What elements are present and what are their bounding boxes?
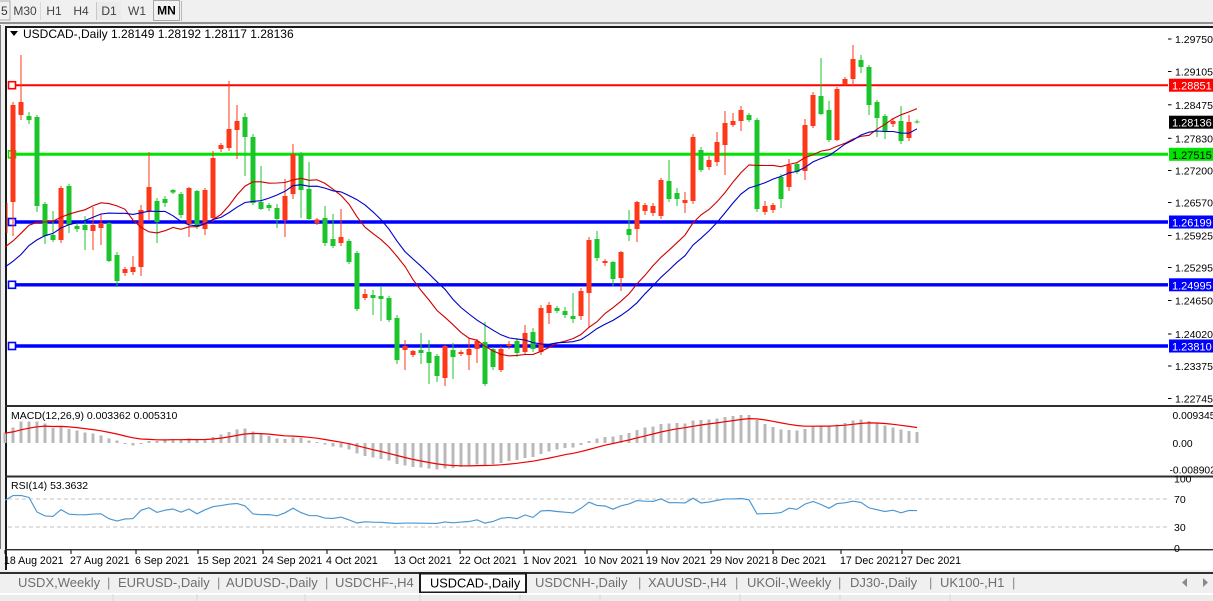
svg-text:8 Dec 2021: 8 Dec 2021 [772, 555, 826, 567]
svg-text:MN: MN [157, 4, 176, 18]
svg-text:-0.008902: -0.008902 [1170, 466, 1213, 477]
svg-text:27 Aug 2021: 27 Aug 2021 [70, 555, 130, 567]
svg-text:H1: H1 [46, 4, 62, 18]
svg-text:1.26199: 1.26199 [1172, 218, 1212, 230]
svg-text:1.23375: 1.23375 [1175, 361, 1213, 373]
svg-text:1.24650: 1.24650 [1175, 296, 1213, 308]
svg-text:29 Nov 2021: 29 Nov 2021 [710, 555, 770, 567]
svg-text:UK100-,H1: UK100-,H1 [940, 575, 1004, 590]
svg-text:0: 0 [1174, 543, 1180, 555]
svg-text:13 Oct 2021: 13 Oct 2021 [394, 555, 452, 567]
svg-text:0.00: 0.00 [1173, 439, 1193, 450]
svg-text:18 Aug 2021: 18 Aug 2021 [4, 555, 64, 567]
svg-text:19 Nov 2021: 19 Nov 2021 [646, 555, 706, 567]
svg-text:24 Sep 2021: 24 Sep 2021 [262, 555, 322, 567]
svg-text:100: 100 [1174, 474, 1192, 486]
svg-text:1.22745: 1.22745 [1175, 394, 1213, 406]
svg-text:D1: D1 [101, 4, 117, 18]
svg-text:1.28136: 1.28136 [1172, 118, 1212, 130]
svg-text:0.009345: 0.009345 [1173, 411, 1213, 422]
svg-text:USDCHF-,H4: USDCHF-,H4 [335, 575, 414, 590]
svg-text:15 Sep 2021: 15 Sep 2021 [197, 555, 257, 567]
svg-text:|: | [107, 575, 110, 590]
svg-text:1.25295: 1.25295 [1175, 263, 1213, 275]
svg-text:1.28851: 1.28851 [1172, 81, 1212, 93]
svg-text:|: | [929, 575, 932, 590]
svg-text:USDCNH-,Daily: USDCNH-,Daily [535, 575, 628, 590]
svg-text:10 Nov 2021: 10 Nov 2021 [584, 555, 644, 567]
svg-text:XAUUSD-,H4: XAUUSD-,H4 [648, 575, 727, 590]
svg-text:|: | [217, 575, 220, 590]
svg-text:USDCAD-,Daily 1.28149 1.28192: USDCAD-,Daily 1.28149 1.28192 1.28117 1.… [23, 27, 294, 41]
svg-text:DJ30-,Daily: DJ30-,Daily [850, 575, 918, 590]
svg-text:70: 70 [1174, 494, 1186, 506]
svg-text:UKOil-,Weekly: UKOil-,Weekly [747, 575, 832, 590]
svg-text:M30: M30 [13, 4, 37, 18]
svg-text:1.26570: 1.26570 [1175, 198, 1213, 210]
svg-text:1.27515: 1.27515 [1172, 150, 1212, 162]
svg-text:1.29750: 1.29750 [1175, 34, 1213, 46]
svg-text:|: | [735, 575, 738, 590]
svg-text:5: 5 [1, 4, 8, 18]
svg-text:|: | [1012, 575, 1015, 590]
svg-text:RSI(14) 53.3632: RSI(14) 53.3632 [11, 480, 88, 492]
svg-text:|: | [638, 575, 641, 590]
svg-text:1 Nov 2021: 1 Nov 2021 [523, 555, 577, 567]
svg-text:EURUSD-,Daily: EURUSD-,Daily [118, 575, 210, 590]
svg-text:17 Dec 2021: 17 Dec 2021 [840, 555, 900, 567]
svg-text:|: | [838, 575, 841, 590]
svg-text:1.24020: 1.24020 [1175, 329, 1213, 341]
svg-text:USDX,Weekly: USDX,Weekly [18, 575, 101, 590]
svg-text:1.27830: 1.27830 [1175, 133, 1213, 145]
svg-text:4 Oct 2021: 4 Oct 2021 [326, 555, 378, 567]
svg-text:1.29105: 1.29105 [1175, 67, 1213, 79]
svg-text:USDCAD-,Daily: USDCAD-,Daily [430, 576, 521, 591]
svg-text:|: | [325, 575, 328, 590]
svg-text:1.23810: 1.23810 [1172, 342, 1212, 354]
svg-text:1.25925: 1.25925 [1175, 231, 1213, 243]
svg-text:1.27200: 1.27200 [1175, 166, 1213, 178]
svg-text:30: 30 [1174, 522, 1186, 534]
svg-text:6 Sep 2021: 6 Sep 2021 [135, 555, 189, 567]
svg-text:AUDUSD-,Daily: AUDUSD-,Daily [226, 575, 318, 590]
svg-text:MACD(12,26,9) 0.003362 0.00531: MACD(12,26,9) 0.003362 0.005310 [11, 410, 178, 422]
svg-text:27 Dec 2021: 27 Dec 2021 [901, 555, 961, 567]
svg-text:1.28475: 1.28475 [1175, 100, 1213, 112]
svg-text:1.24995: 1.24995 [1172, 280, 1212, 292]
svg-text:H4: H4 [73, 4, 89, 18]
svg-text:W1: W1 [128, 4, 146, 18]
svg-text:22 Oct 2021: 22 Oct 2021 [459, 555, 517, 567]
